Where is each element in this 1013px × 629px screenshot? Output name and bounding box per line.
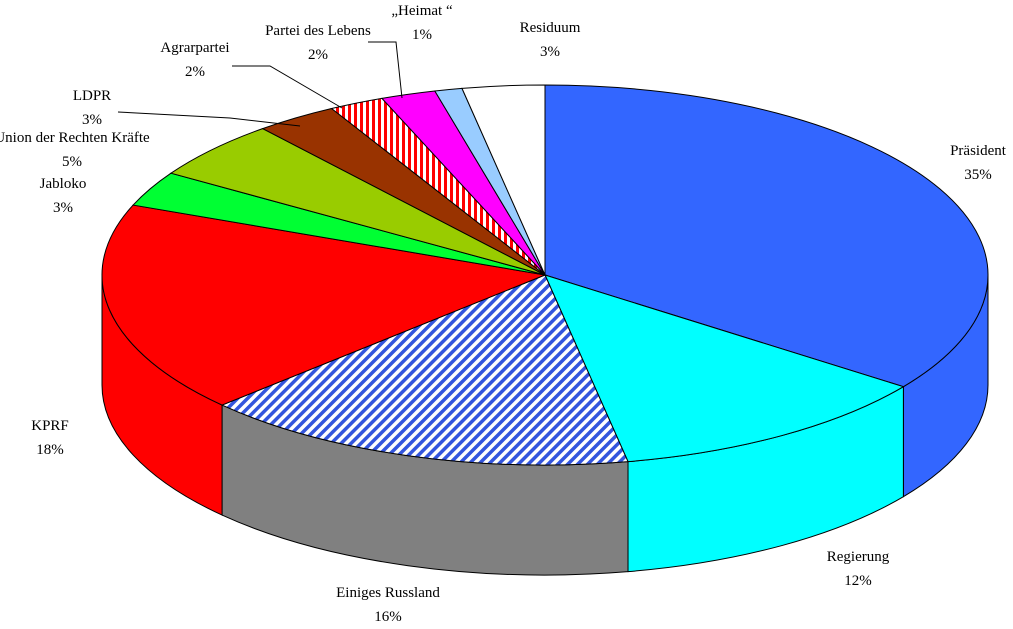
- leader-line: [368, 41, 403, 99]
- leader-line: [232, 65, 343, 109]
- slice-label: Partei des Lebens: [265, 23, 371, 39]
- slice: [220, 274, 629, 466]
- slice-value-label: 2%: [185, 64, 205, 80]
- slice-label: LDPR: [73, 88, 111, 104]
- slice-label: Präsident: [950, 143, 1007, 159]
- slice-value-label: 16%: [374, 609, 402, 625]
- slice-label: KPRF: [31, 418, 69, 434]
- labels: Präsident 35% Regierung 12% Einiges Russland…: [0, 3, 1007, 625]
- slice: [101, 204, 547, 406]
- slice-value-label: 2%: [308, 47, 328, 63]
- slice-value-label: 5%: [62, 154, 82, 170]
- slice-value-label: 1%: [412, 27, 432, 43]
- slice-label: „Heimat “: [391, 3, 453, 19]
- slice-value-label: 3%: [540, 44, 560, 60]
- sides: [101, 274, 989, 576]
- slice-value-label: 3%: [53, 200, 73, 216]
- slice-value-label: 3%: [82, 112, 102, 128]
- tops: [101, 84, 989, 466]
- slice-value-label: 18%: [36, 442, 64, 458]
- slice: [544, 274, 905, 463]
- slice: [461, 84, 546, 276]
- slice-label: Jabloko: [40, 176, 87, 192]
- leader-line: [117, 111, 301, 127]
- slice: [544, 84, 989, 388]
- slice-label: Union der Rechten Kräfte: [0, 130, 150, 146]
- slice-label: Agrarpartei: [160, 40, 229, 56]
- slice-value-label: 35%: [964, 167, 992, 183]
- slice-label: Residuum: [520, 20, 581, 36]
- slice-value-label: 12%: [844, 573, 872, 589]
- slice-label: Regierung: [827, 549, 890, 565]
- slice-label: Einiges Russland: [336, 585, 440, 601]
